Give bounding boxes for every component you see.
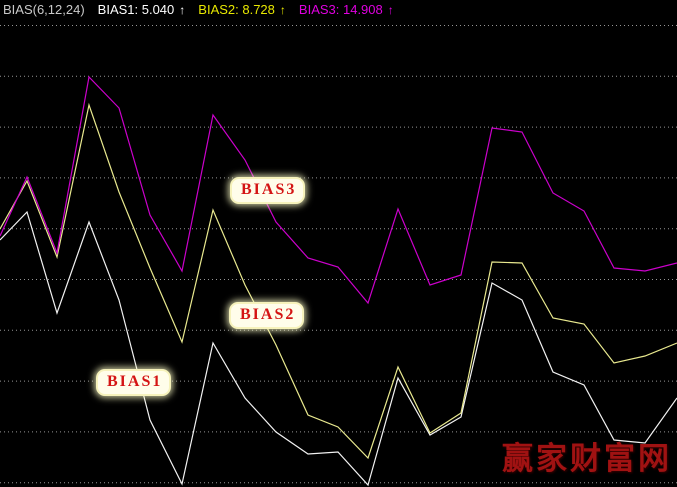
watermark: 赢家财富网 bbox=[502, 441, 672, 477]
up-arrow-icon: ↑ bbox=[279, 3, 286, 17]
bias3-readout: BIAS3: 14.908 ↑ bbox=[299, 0, 394, 20]
up-arrow-icon: ↑ bbox=[387, 3, 394, 17]
series-line-bias2 bbox=[0, 102, 677, 460]
bias2-label-badge: BIAS2 bbox=[229, 302, 305, 330]
indicator-name[interactable]: BIAS(6,12,24) bbox=[3, 2, 85, 17]
series-line-bias1 bbox=[0, 210, 677, 487]
indicator-header: BIAS(6,12,24) BIAS1: 5.040 ↑ BIAS2: 8.728… bbox=[0, 0, 677, 20]
bias1-label-badge: BIAS1 bbox=[96, 369, 172, 397]
bias2-readout: BIAS2: 8.728 ↑ bbox=[198, 0, 286, 20]
bias1-readout: BIAS1: 5.040 ↑ bbox=[98, 0, 186, 20]
bias2-readout-text: BIAS2: 8.728 bbox=[198, 2, 275, 17]
series-line-bias3 bbox=[0, 75, 677, 305]
bias1-readout-text: BIAS1: 5.040 bbox=[97, 2, 175, 17]
bias3-label-badge: BIAS3 bbox=[230, 177, 306, 205]
bias3-readout-text: BIAS3: 14.908 bbox=[298, 2, 383, 17]
up-arrow-icon: ↑ bbox=[179, 3, 186, 17]
